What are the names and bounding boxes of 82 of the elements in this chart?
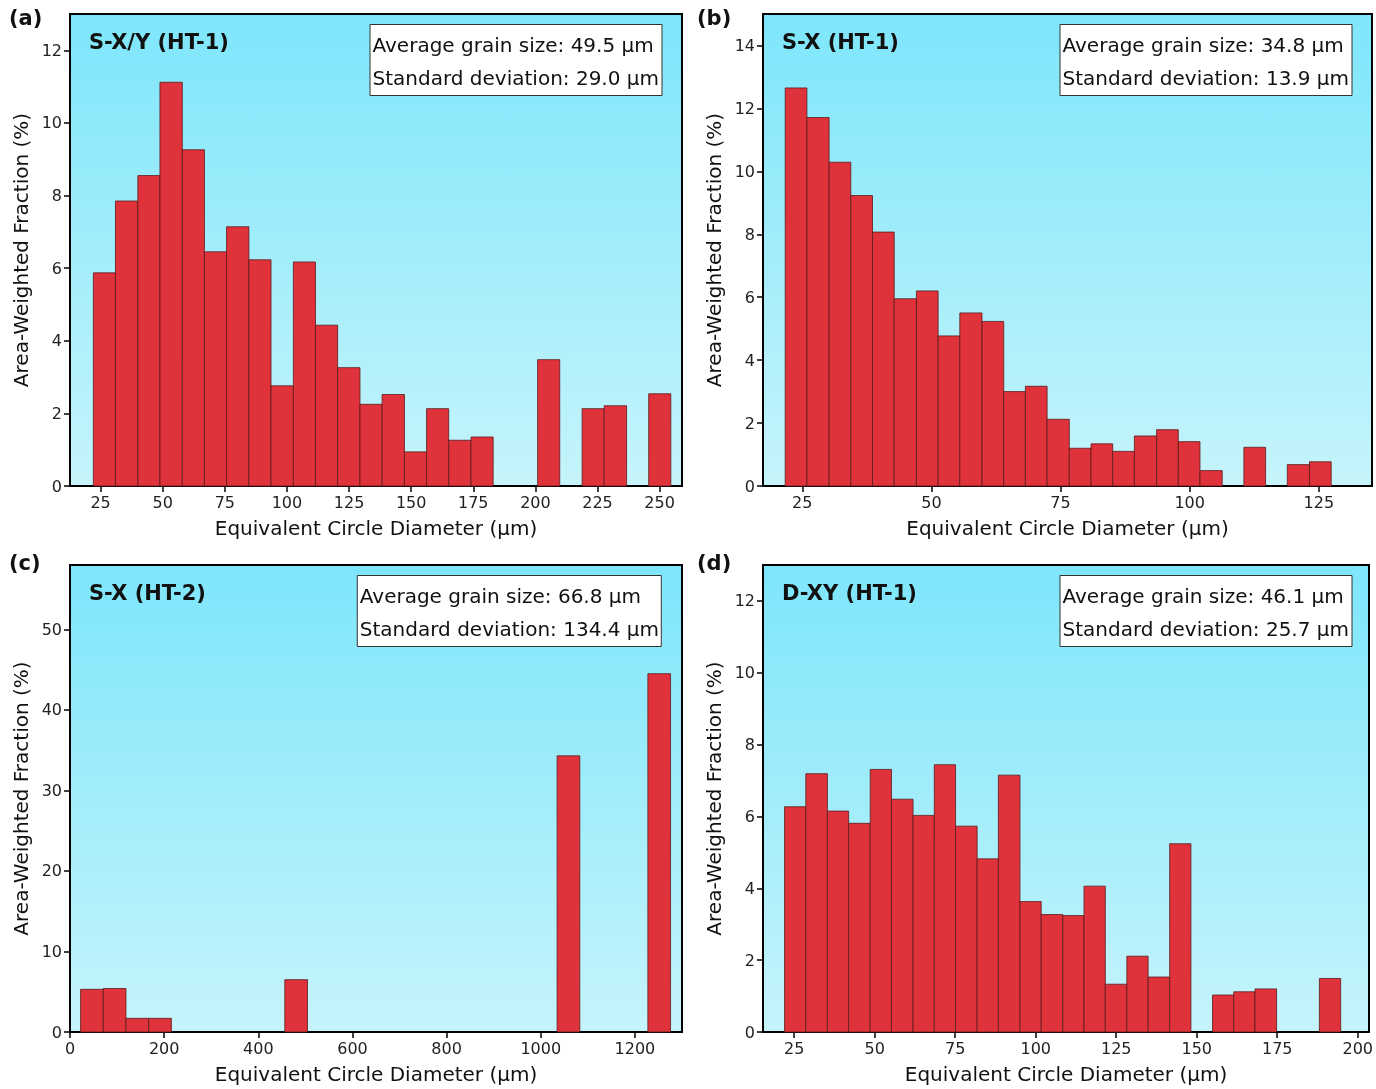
text: D-XY (HT-1) (782, 580, 917, 605)
x-tick-label: 175 (458, 492, 489, 512)
y-tick-label: 0 (744, 1022, 755, 1042)
x-tick-label: 200 (1342, 1038, 1373, 1058)
y-tick-label: 10 (41, 113, 62, 133)
y-tick-label: 2 (744, 413, 755, 433)
y-tick-label: 14 (734, 35, 755, 55)
text: S-X/Y (HT-1) (89, 29, 229, 54)
y-tick-label: 10 (734, 663, 755, 683)
x-tick-label: 800 (431, 1038, 462, 1058)
y-axis-title: Area-Weighted Fraction (%) (701, 661, 726, 936)
annotation: Average grain size: 49.5 µm (372, 32, 654, 57)
x-tick-label: 400 (243, 1038, 274, 1058)
y-tick-label: 0 (51, 476, 62, 496)
annotation: Standard deviation: 29.0 µm (372, 65, 660, 90)
x-tick-label: 175 (1261, 1038, 1293, 1058)
y-tick-label: 8 (744, 224, 755, 244)
y-tick-label: 0 (51, 1022, 62, 1042)
x-tick-label: 1000 (520, 1038, 562, 1058)
y-tick-label: 12 (734, 591, 755, 611)
x-tick-label: 125 (333, 492, 365, 512)
y-tick-label: 4 (744, 350, 755, 370)
x-tick-label: 75 (1050, 492, 1071, 512)
x-tick-label: 125 (1303, 492, 1335, 512)
y-tick-label: 10 (734, 161, 755, 181)
x-tick-label: 1200 (614, 1038, 656, 1058)
annotation: Standard deviation: 134.4 µm (359, 616, 659, 641)
x-tick-label: 225 (582, 492, 613, 512)
text: (c) (9, 550, 41, 575)
x-tick-label: 25 (784, 1038, 805, 1058)
text: (a) (9, 5, 43, 30)
annotation: Average grain size: 66.8 µm (359, 583, 642, 608)
x-tick-label: 25 (90, 492, 111, 512)
y-tick-label: 6 (744, 806, 755, 826)
x-tick-label: 50 (864, 1038, 885, 1058)
x-tick-label: 100 (1020, 1038, 1052, 1058)
y-tick-label: 6 (744, 287, 755, 307)
y-tick-label: 12 (41, 40, 62, 60)
x-tick-label: 125 (1100, 1038, 1132, 1058)
x-axis-title: Equivalent Circle Diameter (µm) (906, 516, 1229, 540)
y-tick-label: 50 (41, 619, 62, 639)
x-tick-label: 100 (271, 492, 303, 512)
text: S-X (HT-1) (782, 29, 899, 54)
y-tick-label: 12 (734, 98, 755, 118)
x-tick-label: 150 (1181, 1038, 1212, 1058)
y-tick-label: 30 (41, 780, 62, 800)
text: (d) (697, 550, 732, 575)
annotation: Standard deviation: 13.9 µm (1062, 65, 1350, 90)
annotation: Standard deviation: 25.7 µm (1062, 616, 1350, 641)
x-tick-label: 600 (337, 1038, 368, 1058)
y-tick-label: 10 (41, 941, 62, 961)
y-tick-label: 8 (51, 186, 62, 206)
x-tick-label: 0 (64, 1038, 76, 1058)
y-axis-title: Area-Weighted Fraction (%) (8, 661, 33, 936)
x-axis-title: Equivalent Circle Diameter (µm) (904, 1062, 1228, 1086)
y-tick-label: 4 (744, 878, 755, 898)
text: S-X (HT-2) (89, 580, 206, 605)
x-tick-label: 200 (520, 492, 551, 512)
x-tick-label: 100 (1174, 492, 1205, 512)
annotation: Average grain size: 46.1 µm (1062, 583, 1344, 608)
x-tick-label: 150 (395, 492, 427, 512)
annotation: Average grain size: 34.8 µm (1062, 32, 1344, 57)
y-tick-label: 20 (41, 861, 62, 881)
y-tick-label: 2 (744, 950, 755, 970)
x-tick-label: 250 (644, 492, 675, 512)
text: (b) (697, 5, 732, 30)
y-tick-label: 2 (51, 403, 62, 423)
x-tick-label: 25 (792, 492, 813, 512)
y-tick-label: 4 (51, 331, 62, 351)
x-tick-label: 75 (214, 492, 235, 512)
y-tick-label: 0 (744, 476, 755, 496)
x-tick-label: 200 (148, 1038, 180, 1058)
x-tick-label: 50 (921, 492, 942, 512)
y-axis-title: Area-Weighted Fraction (%) (701, 112, 726, 388)
y-tick-label: 6 (51, 258, 62, 278)
x-axis-title: Equivalent Circle Diameter (µm) (214, 1062, 538, 1086)
y-tick-label: 8 (744, 735, 755, 755)
x-axis-title: Equivalent Circle Diameter (µm) (214, 516, 538, 540)
x-tick-label: 75 (945, 1038, 966, 1058)
x-tick-label: 50 (152, 492, 173, 512)
y-axis-title: Area-Weighted Fraction (%) (8, 112, 33, 388)
y-tick-label: 40 (41, 700, 62, 720)
